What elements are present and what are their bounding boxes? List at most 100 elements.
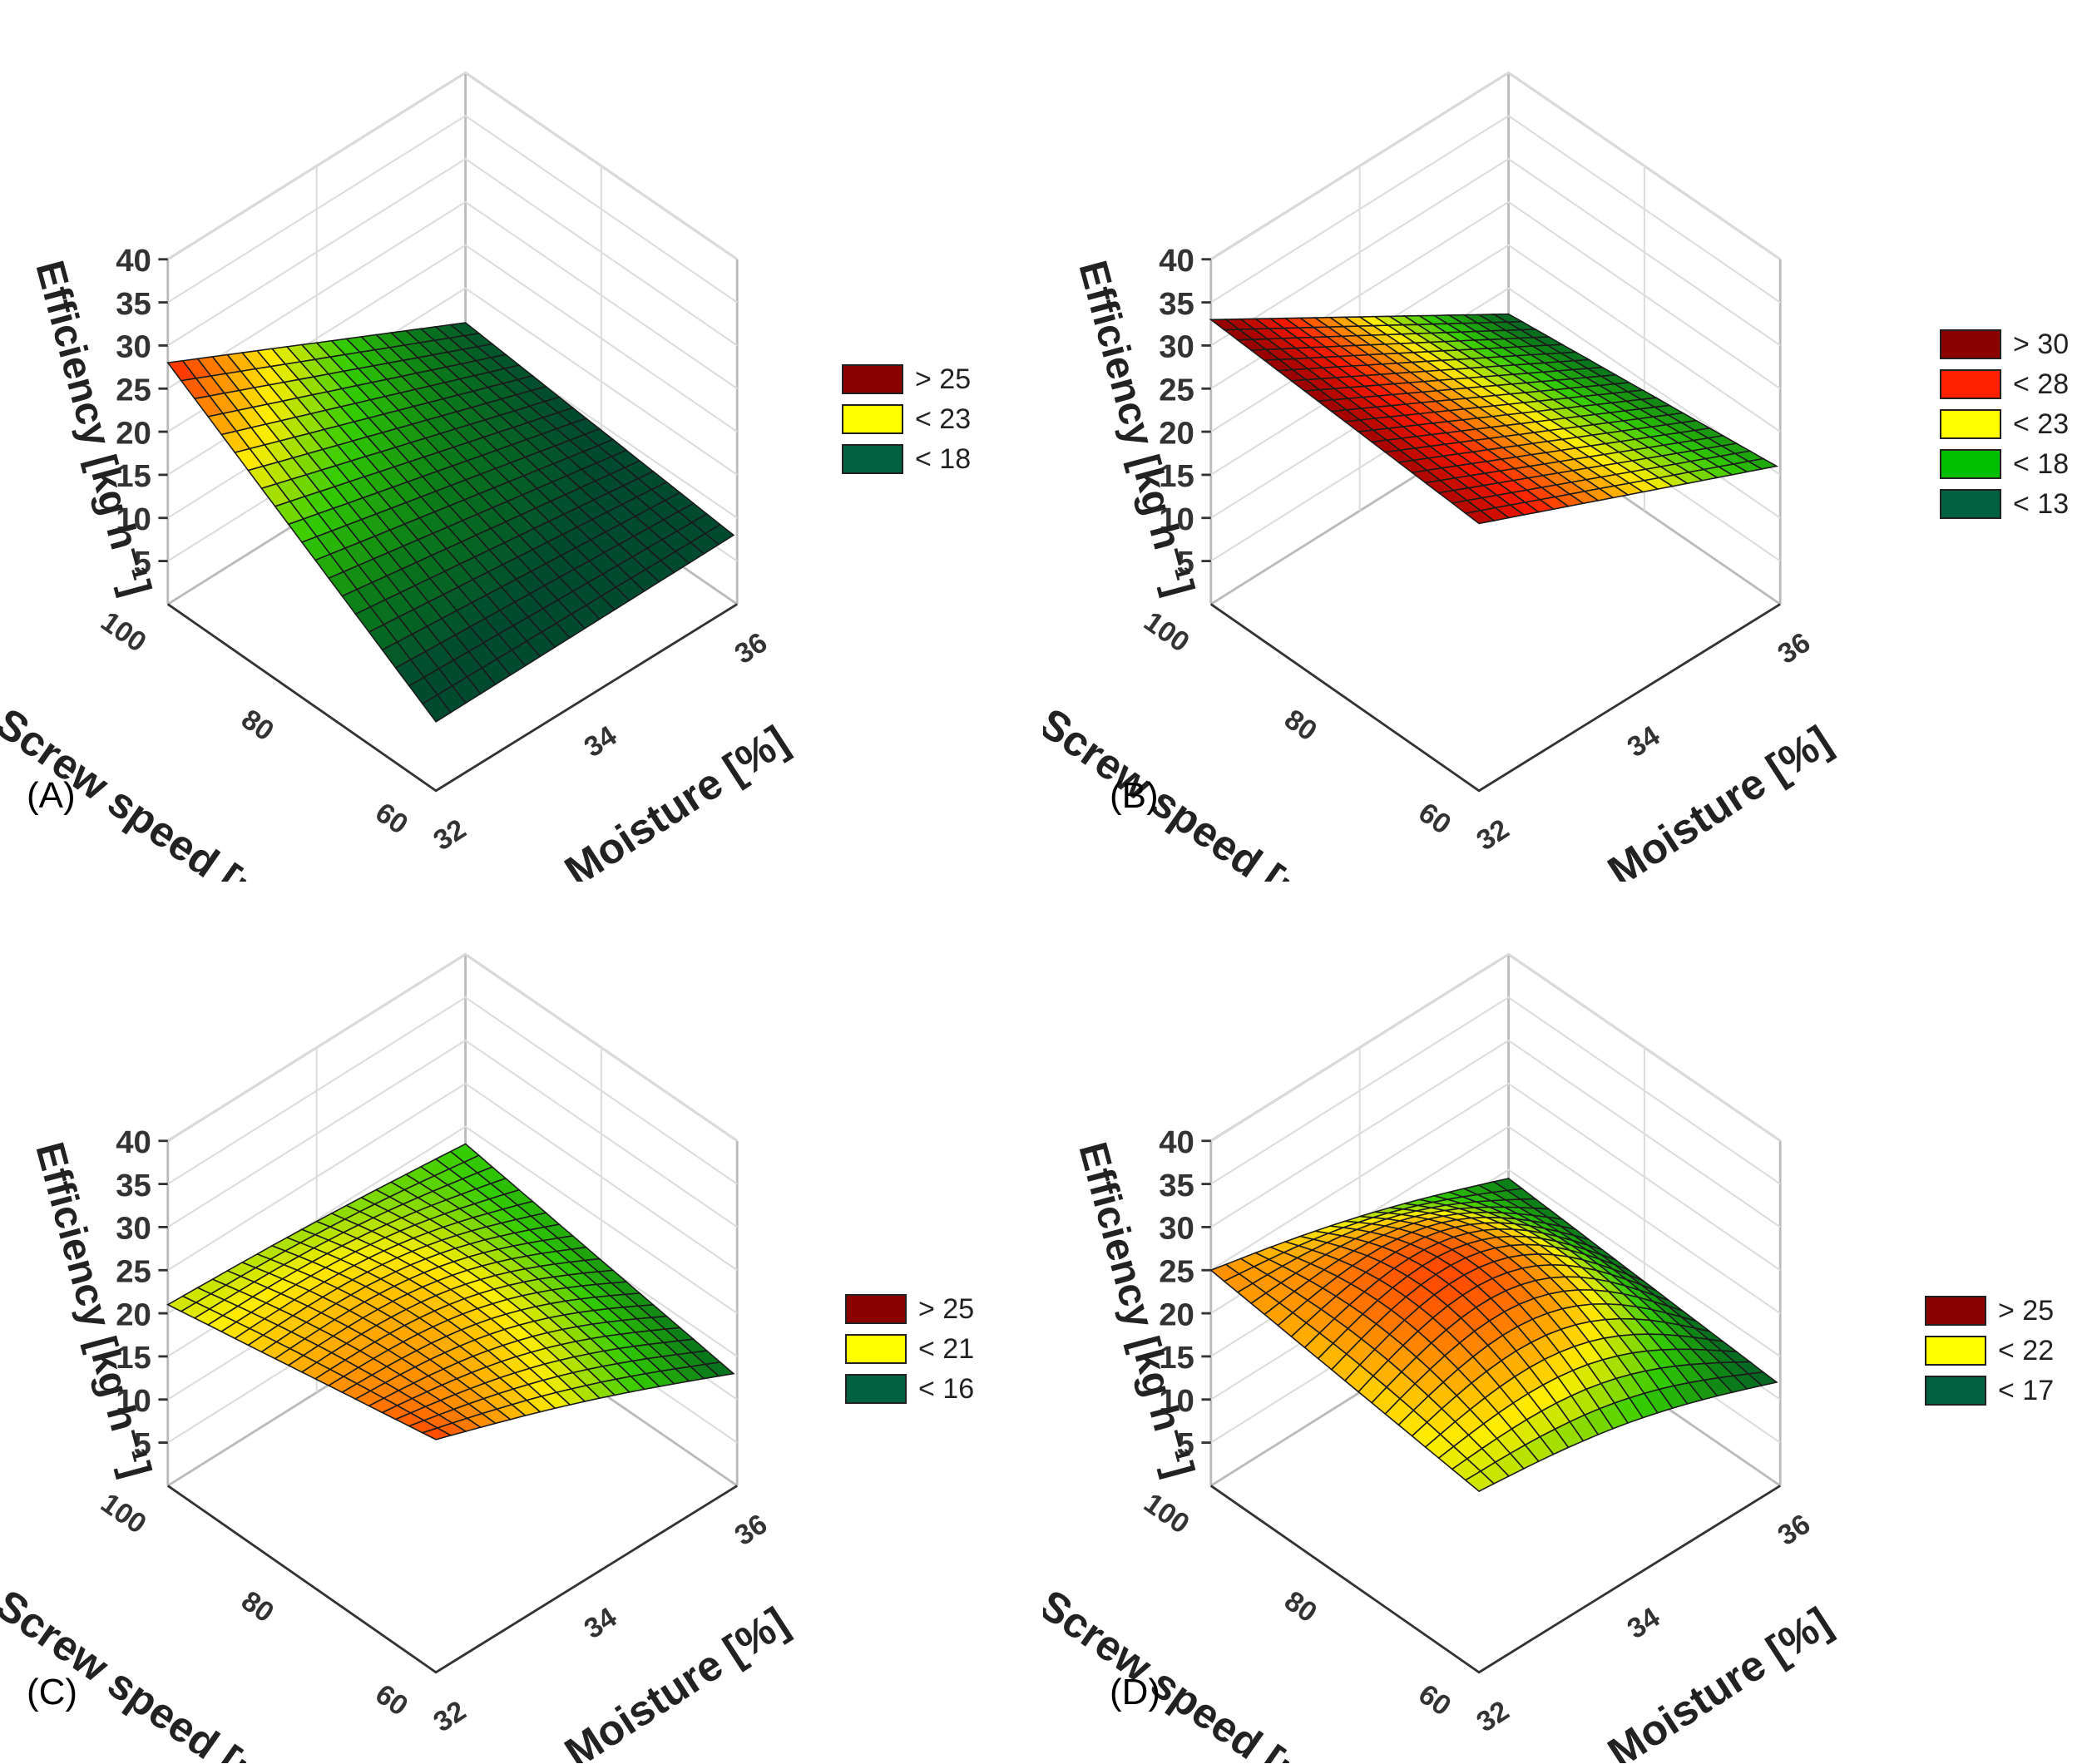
y-tick-label: 100 xyxy=(95,605,151,659)
legend-swatch xyxy=(1925,1336,1986,1366)
surface-mesh xyxy=(166,322,735,723)
legend-label: < 18 xyxy=(2013,447,2070,480)
top-edge xyxy=(1210,952,1782,1142)
grid-line xyxy=(167,72,738,260)
x-tick-label: 32 xyxy=(428,813,472,857)
x-tick-label: 36 xyxy=(729,1508,773,1552)
surface-mesh xyxy=(1209,1178,1778,1493)
x-tick-label: 36 xyxy=(729,626,773,670)
legend-label: > 25 xyxy=(1998,1294,2055,1327)
y-tick-label: 100 xyxy=(1138,605,1194,659)
floor-front-edge xyxy=(1209,1485,1781,1674)
z-tick-label: 15 xyxy=(1159,1340,1194,1376)
grid-line xyxy=(167,200,738,390)
z-tick-label: 5 xyxy=(134,1426,151,1462)
z-tick-label: 35 xyxy=(1159,286,1194,322)
z-tick-label: 40 xyxy=(1159,1124,1194,1160)
x-tick-label: 32 xyxy=(1471,1695,1515,1739)
legend-item: < 16 xyxy=(845,1369,974,1409)
grid-line xyxy=(1210,1082,1781,1272)
legend-swatch xyxy=(845,1334,907,1364)
z-tick-label: 25 xyxy=(1159,1253,1194,1289)
legend: > 25 < 23 < 18 xyxy=(842,359,971,479)
panel-label: (C) xyxy=(27,1672,78,1712)
grid-line xyxy=(1210,287,1781,476)
panel-label: (B) xyxy=(1110,775,1159,816)
legend-swatch xyxy=(842,364,903,394)
z-tick-label: 40 xyxy=(116,1124,151,1160)
surface-cell xyxy=(1464,510,1496,525)
legend-item: < 22 xyxy=(1925,1331,2054,1371)
legend-swatch xyxy=(1940,329,2001,359)
legend-label: > 30 xyxy=(2013,328,2070,360)
legend-label: > 25 xyxy=(918,1292,975,1325)
top-edge xyxy=(167,71,739,260)
grid-line xyxy=(1210,157,1781,347)
legend-item: < 23 xyxy=(1940,404,2069,444)
grid-line xyxy=(1210,1039,1781,1228)
legend-item: < 18 xyxy=(1940,444,2069,484)
legend-label: < 28 xyxy=(2013,368,2070,400)
legend-item: < 17 xyxy=(1925,1371,2054,1411)
z-tick-label: 20 xyxy=(116,415,151,451)
legend-swatch xyxy=(1940,409,2001,439)
grid-line xyxy=(167,1039,738,1228)
y-tick-label: 60 xyxy=(1412,1678,1456,1722)
z-tick-label: 5 xyxy=(1177,545,1194,581)
legend-swatch xyxy=(1940,489,2001,519)
z-tick-label: 30 xyxy=(1159,329,1194,365)
z-tick-label: 35 xyxy=(116,1168,151,1203)
legend-swatch xyxy=(845,1374,907,1404)
floor-front-edge xyxy=(166,1485,738,1674)
z-tick-label: 20 xyxy=(1159,415,1194,451)
x-tick-label: 36 xyxy=(1773,1508,1816,1552)
legend-item: < 23 xyxy=(842,399,971,439)
y-tick-label: 80 xyxy=(235,1585,279,1629)
grid-line xyxy=(1210,114,1781,304)
z-tick-label: 25 xyxy=(1159,372,1194,408)
z-tick-label: 10 xyxy=(116,1383,151,1419)
top-edge xyxy=(1210,71,1782,260)
legend-label: < 13 xyxy=(2013,487,2070,520)
legend-item: < 21 xyxy=(845,1329,974,1369)
panel-label: (D) xyxy=(1110,1672,1161,1712)
legend-swatch xyxy=(1925,1296,1986,1326)
surface-plot-d: 5 10 15 20 25 30 35 40 Efficiency [kg h⁻¹] 60 80 10… xyxy=(1043,882,2086,1763)
legend: > 25 < 21 < 16 xyxy=(845,1289,974,1409)
grid-line xyxy=(1210,72,1781,260)
floor-front-edge xyxy=(166,603,738,793)
x-tick-label: 34 xyxy=(1622,720,1666,764)
y-tick-label: 80 xyxy=(1278,1585,1323,1629)
grid-line xyxy=(167,114,738,304)
z-tick-label: 15 xyxy=(116,1340,151,1376)
legend-label: > 25 xyxy=(915,363,972,395)
z-tick-label: 15 xyxy=(116,458,151,494)
y-axis-title: Screw speed [rpm] xyxy=(1043,1580,1369,1763)
z-tick-label: 10 xyxy=(116,502,151,537)
legend-label: < 22 xyxy=(1998,1334,2055,1366)
top-edge xyxy=(167,952,739,1142)
x-tick-label: 34 xyxy=(579,1602,623,1646)
x-tick-label: 36 xyxy=(1773,626,1816,670)
surface-plot-b: 5 10 15 20 25 30 35 40 Efficiency [kg h⁻¹] 60 80 10… xyxy=(1043,0,2086,882)
z-tick-label: 35 xyxy=(116,286,151,322)
legend-swatch xyxy=(842,444,903,474)
grid-line xyxy=(167,953,738,1142)
y-tick-label: 80 xyxy=(235,704,279,748)
z-tick-label: 5 xyxy=(1177,1426,1194,1462)
